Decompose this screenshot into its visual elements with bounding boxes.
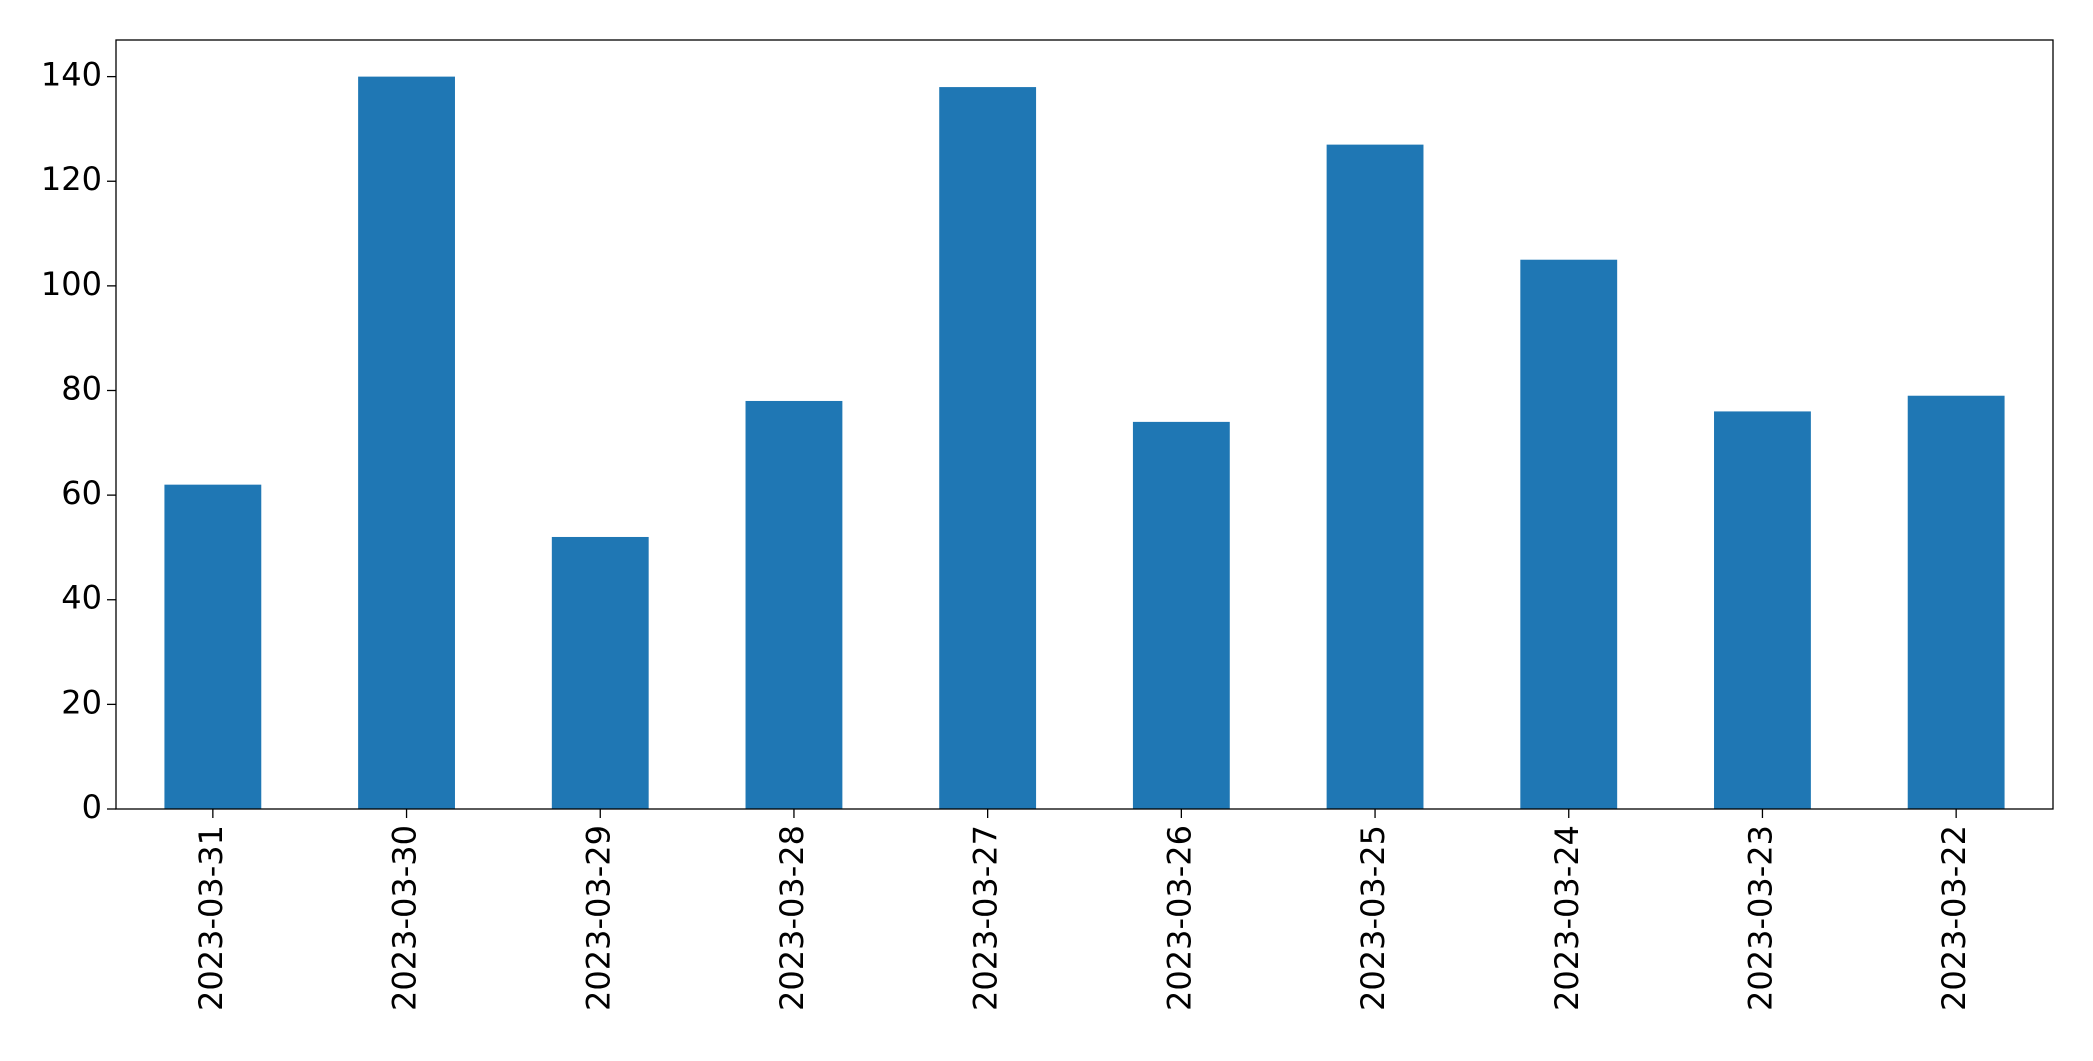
y-tick-label: 40 (61, 579, 102, 617)
x-tick-label: 2023-03-27 (967, 825, 1005, 1011)
y-tick-label: 120 (41, 160, 102, 198)
y-tick-label: 60 (61, 474, 102, 512)
plot-frame (115, 39, 2054, 810)
y-tick-label: 140 (41, 56, 102, 94)
x-tick-label: 2023-03-25 (1354, 825, 1392, 1011)
y-tick-label: 0 (82, 788, 102, 826)
bar (551, 536, 649, 809)
x-tick-label: 2023-03-30 (386, 825, 424, 1011)
bar (164, 484, 262, 809)
bar (1132, 421, 1230, 809)
x-tick-label: 2023-03-31 (192, 825, 230, 1011)
bar (1714, 411, 1811, 809)
x-tick-label: 2023-03-24 (1548, 825, 1586, 1011)
x-tick-label: 2023-03-22 (1935, 825, 1973, 1011)
bar (745, 400, 843, 809)
bar (1520, 259, 1618, 809)
x-tick-label: 2023-03-26 (1160, 825, 1198, 1011)
bar (1907, 395, 2005, 809)
y-tick-label: 80 (61, 369, 102, 407)
x-tick-label: 2023-03-29 (579, 825, 617, 1011)
x-tick-label: 2023-03-23 (1741, 825, 1779, 1011)
x-tick-label: 2023-03-28 (773, 825, 811, 1011)
bar (939, 87, 1037, 809)
y-tick-label: 100 (41, 265, 102, 303)
y-tick-label: 20 (61, 683, 102, 721)
bar (358, 76, 455, 810)
bar (1326, 144, 1424, 809)
